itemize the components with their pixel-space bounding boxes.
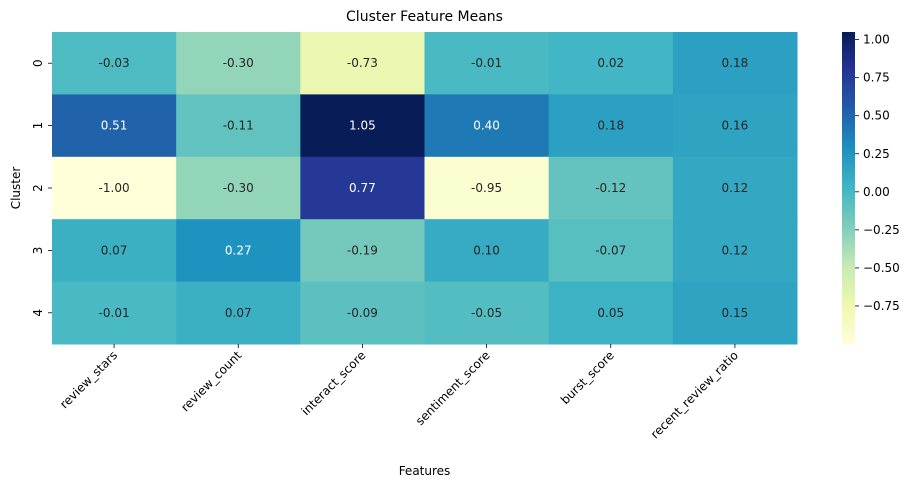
heatmap-cell <box>176 156 301 220</box>
heatmap-cell <box>548 94 674 158</box>
colorbar-tick-label: 0.75 <box>863 71 890 85</box>
heatmap-cell <box>300 94 425 158</box>
heatmap-cell <box>52 32 177 95</box>
cell-value-label: -0.30 <box>223 56 254 70</box>
cell-value-label: -0.03 <box>99 56 130 70</box>
heatmap-cell <box>176 32 301 95</box>
heatmap-cell <box>52 219 177 283</box>
y-tick-label: 3 <box>31 247 45 255</box>
cell-value-label: 0.18 <box>722 56 749 70</box>
cell-value-label: -0.01 <box>471 56 502 70</box>
cell-value-label: 0.16 <box>722 119 749 133</box>
chart-title: Cluster Feature Means <box>346 9 503 25</box>
y-tick-label: 2 <box>31 184 45 192</box>
cell-value-label: -0.09 <box>347 306 378 320</box>
cell-value-label: 0.02 <box>597 56 624 70</box>
heatmap-cell <box>176 94 301 158</box>
heatmap-cell <box>176 219 301 283</box>
colorbar-tick-label: 1.00 <box>863 33 890 47</box>
colorbar-tick-label: 0.25 <box>863 147 890 161</box>
cell-value-label: -0.19 <box>347 243 378 257</box>
cell-value-label: -0.01 <box>99 306 130 320</box>
colorbar-ticks: −0.75 −0.50 −0.25 0.00 0.25 0.50 0.75 1.00 <box>855 33 900 313</box>
x-tick-label: burst_score <box>558 348 617 407</box>
heatmap-cell <box>300 32 425 95</box>
cell-value-label: 0.05 <box>597 306 624 320</box>
cell-value-label: 0.77 <box>349 181 376 195</box>
heatmap-cells: -0.03 -0.30 -0.73 -0.01 0.02 0.18 0.51 -0.11 1.0… <box>52 32 798 345</box>
heatmap-cell <box>52 281 177 345</box>
colorbar <box>842 32 855 344</box>
cell-value-label: -0.30 <box>223 181 254 195</box>
y-tick-label: 1 <box>31 122 45 130</box>
cell-value-label: 0.15 <box>722 306 749 320</box>
x-tick-label: recent_review_ratio <box>648 348 741 441</box>
heatmap-cell <box>424 156 550 220</box>
x-tick-label: review_stars <box>57 348 120 411</box>
heatmap-cell <box>300 281 425 345</box>
cell-value-label: -0.05 <box>471 306 502 320</box>
cell-value-label: 0.12 <box>722 181 749 195</box>
y-tick-labels: 0 1 2 3 4 <box>31 59 52 317</box>
cell-value-label: -0.11 <box>223 119 254 133</box>
x-tick-label: interact_score <box>299 348 369 418</box>
heatmap-cell <box>300 219 425 283</box>
cell-value-label: 0.18 <box>597 119 624 133</box>
colorbar-tick-label: 0.00 <box>863 185 890 199</box>
heatmap-cell <box>52 156 177 220</box>
heatmap-cell <box>672 32 798 95</box>
heatmap-cell <box>672 281 798 345</box>
heatmap-cell <box>52 94 177 158</box>
cell-value-label: -0.73 <box>347 56 378 70</box>
cell-value-label: 0.12 <box>722 243 749 257</box>
heatmap-cell <box>424 281 550 345</box>
x-tick-labels: review_stars review_count interact_score se… <box>57 344 741 441</box>
heatmap-cell <box>424 32 550 95</box>
cell-value-label: 0.10 <box>473 243 500 257</box>
heatmap-cell <box>672 156 798 220</box>
cell-value-label: -0.12 <box>595 181 626 195</box>
colorbar-tick-label: −0.75 <box>863 299 900 313</box>
colorbar-tick-label: 0.50 <box>863 109 890 123</box>
heatmap-cell <box>548 32 674 95</box>
cell-value-label: 0.40 <box>473 119 500 133</box>
cell-value-label: 1.05 <box>349 119 376 133</box>
cell-value-label: -1.00 <box>99 181 130 195</box>
heatmap-cell <box>424 219 550 283</box>
heatmap-cell <box>548 156 674 220</box>
cell-value-label: 0.51 <box>101 119 128 133</box>
x-axis-label: Features <box>399 464 451 478</box>
y-axis-label: Cluster <box>9 167 23 210</box>
x-tick-label: review_count <box>178 348 244 414</box>
colorbar-tick-label: −0.25 <box>863 223 900 237</box>
cell-value-label: 0.27 <box>225 243 252 257</box>
x-tick-label: sentiment_score <box>413 348 493 428</box>
cell-value-label: 0.07 <box>101 243 128 257</box>
heatmap-cell <box>424 94 550 158</box>
y-tick-label: 4 <box>31 309 45 317</box>
heatmap-cell <box>300 156 425 220</box>
cell-value-label: -0.95 <box>471 181 502 195</box>
heatmap-cell <box>548 281 674 345</box>
heatmap-cell <box>672 219 798 283</box>
cell-value-label: 0.07 <box>225 306 252 320</box>
heatmap-cell <box>176 281 301 345</box>
cell-value-label: -0.07 <box>595 243 626 257</box>
y-tick-label: 0 <box>31 59 45 67</box>
heatmap-cell <box>548 219 674 283</box>
colorbar-tick-label: −0.50 <box>863 261 900 275</box>
heatmap-cell <box>672 94 798 158</box>
